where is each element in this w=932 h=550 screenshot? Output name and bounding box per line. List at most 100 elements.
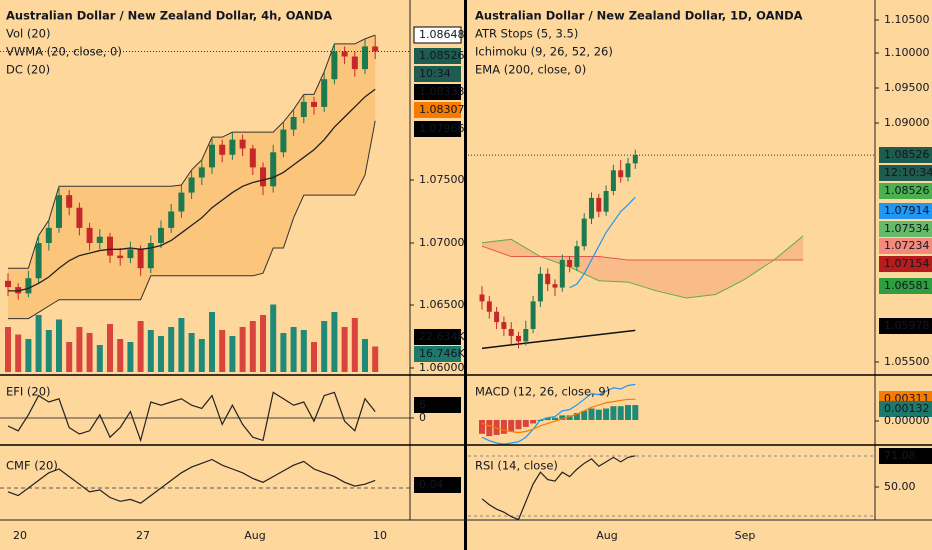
candle-body bbox=[574, 246, 580, 267]
indicator-legend: Vol (20) bbox=[6, 27, 50, 41]
signal-line bbox=[481, 398, 636, 434]
macd-histogram bbox=[530, 420, 537, 424]
candle-body bbox=[209, 144, 215, 168]
volume-bar bbox=[168, 327, 175, 372]
candle-body bbox=[351, 56, 358, 70]
candle-body bbox=[508, 329, 514, 336]
price-label: 22.634K bbox=[419, 330, 465, 343]
candle-body bbox=[300, 101, 307, 117]
price-label-bg bbox=[414, 121, 461, 137]
candle-body bbox=[559, 260, 565, 288]
candle-body bbox=[219, 144, 226, 155]
price-label: 1.06000 bbox=[419, 361, 465, 374]
price-label: 1.08307 bbox=[419, 103, 465, 116]
candle-body bbox=[178, 192, 185, 212]
candle-body bbox=[552, 284, 558, 288]
volume-bar bbox=[107, 324, 113, 372]
volume-bar bbox=[270, 304, 277, 372]
macd-histogram bbox=[515, 420, 522, 430]
price-label-bg bbox=[879, 238, 932, 254]
candle-body bbox=[198, 167, 205, 178]
candle-body bbox=[117, 255, 124, 259]
volume-bar bbox=[249, 321, 256, 372]
price-label-bg bbox=[879, 448, 932, 464]
price-label: 1.07000 bbox=[419, 236, 465, 249]
candle-body bbox=[239, 139, 246, 149]
candle-body bbox=[321, 79, 328, 107]
candle-body bbox=[589, 197, 594, 219]
price-label: 1.10500 bbox=[884, 13, 930, 26]
candle-body bbox=[260, 167, 266, 187]
candle-body bbox=[280, 129, 287, 153]
candle-body bbox=[632, 155, 638, 164]
price-label: 1.10000 bbox=[884, 46, 930, 59]
price-label: 12:10:34 bbox=[884, 166, 932, 179]
candle-body bbox=[567, 260, 573, 267]
price-label-bg bbox=[414, 346, 461, 362]
macd-histogram bbox=[610, 406, 617, 420]
indicator-legend: Ichimoku (9, 26, 52, 26) bbox=[475, 45, 613, 59]
rsi-line bbox=[481, 455, 636, 521]
price-label: 1.08333 bbox=[419, 85, 465, 98]
candle-body bbox=[127, 249, 134, 259]
indicator-legend: VWMA (20, close, 0) bbox=[6, 45, 122, 59]
dc-lower bbox=[8, 120, 376, 320]
price-label: 16.746K bbox=[419, 347, 465, 360]
candle-body bbox=[158, 227, 164, 243]
volume-bar bbox=[147, 330, 154, 372]
price-label-bg bbox=[414, 66, 461, 82]
price-label-bg bbox=[414, 48, 461, 64]
volume-bar bbox=[178, 318, 185, 372]
price-label: 0.00132 bbox=[884, 402, 930, 415]
candle-body bbox=[35, 243, 42, 279]
volume-bar bbox=[209, 312, 215, 372]
macd-histogram bbox=[625, 405, 631, 420]
time-label: 27 bbox=[136, 529, 150, 542]
time-label: 20 bbox=[13, 529, 27, 542]
price-label-bg bbox=[414, 102, 461, 118]
candle-body bbox=[486, 301, 492, 312]
price-label-bg bbox=[413, 26, 462, 44]
volume-bar bbox=[56, 319, 62, 372]
efi-legend: EFI (20) bbox=[6, 385, 51, 399]
price-label: 1.07966 bbox=[419, 122, 465, 135]
candle-body bbox=[625, 163, 631, 178]
candle-body bbox=[523, 329, 529, 342]
candle-body bbox=[372, 46, 379, 52]
macd-histogram bbox=[588, 408, 595, 420]
candle-body bbox=[537, 273, 543, 302]
macd-histogram bbox=[544, 417, 551, 420]
macd-legend: MACD (12, 26, close, 9) bbox=[475, 385, 610, 399]
volume-bar bbox=[66, 342, 73, 372]
candle-body bbox=[603, 191, 609, 212]
span-b bbox=[481, 245, 804, 261]
price-label-bg bbox=[414, 84, 461, 100]
volume-bar bbox=[158, 336, 164, 372]
volume-bar bbox=[188, 333, 195, 372]
candle-body bbox=[188, 177, 195, 193]
volume-bar bbox=[45, 330, 52, 372]
volume-bar bbox=[96, 345, 103, 372]
candle-body bbox=[5, 280, 11, 288]
candle-body bbox=[76, 207, 83, 228]
price-label-bg bbox=[879, 165, 932, 181]
price-label: 1.06581 bbox=[884, 279, 930, 292]
volume-bar bbox=[219, 330, 226, 372]
indicator-legend: ATR Stops (5, 3.5) bbox=[475, 27, 578, 41]
volume-bar bbox=[239, 327, 246, 372]
candle-body bbox=[249, 148, 256, 168]
candle-body bbox=[618, 170, 624, 178]
candle-body bbox=[341, 51, 348, 57]
price-label: 6 bbox=[419, 398, 426, 411]
price-label-bg bbox=[879, 401, 932, 417]
volume-bar bbox=[15, 334, 22, 372]
price-label-bg bbox=[879, 221, 932, 237]
volume-bar bbox=[260, 315, 266, 372]
candle-body bbox=[66, 195, 73, 208]
macd-histogram bbox=[500, 420, 507, 434]
price-label: 1.07534 bbox=[884, 222, 930, 235]
time-label: 10 bbox=[373, 529, 387, 542]
macd-histogram bbox=[595, 409, 602, 420]
candle-body bbox=[494, 311, 500, 323]
candle-body bbox=[96, 236, 103, 243]
